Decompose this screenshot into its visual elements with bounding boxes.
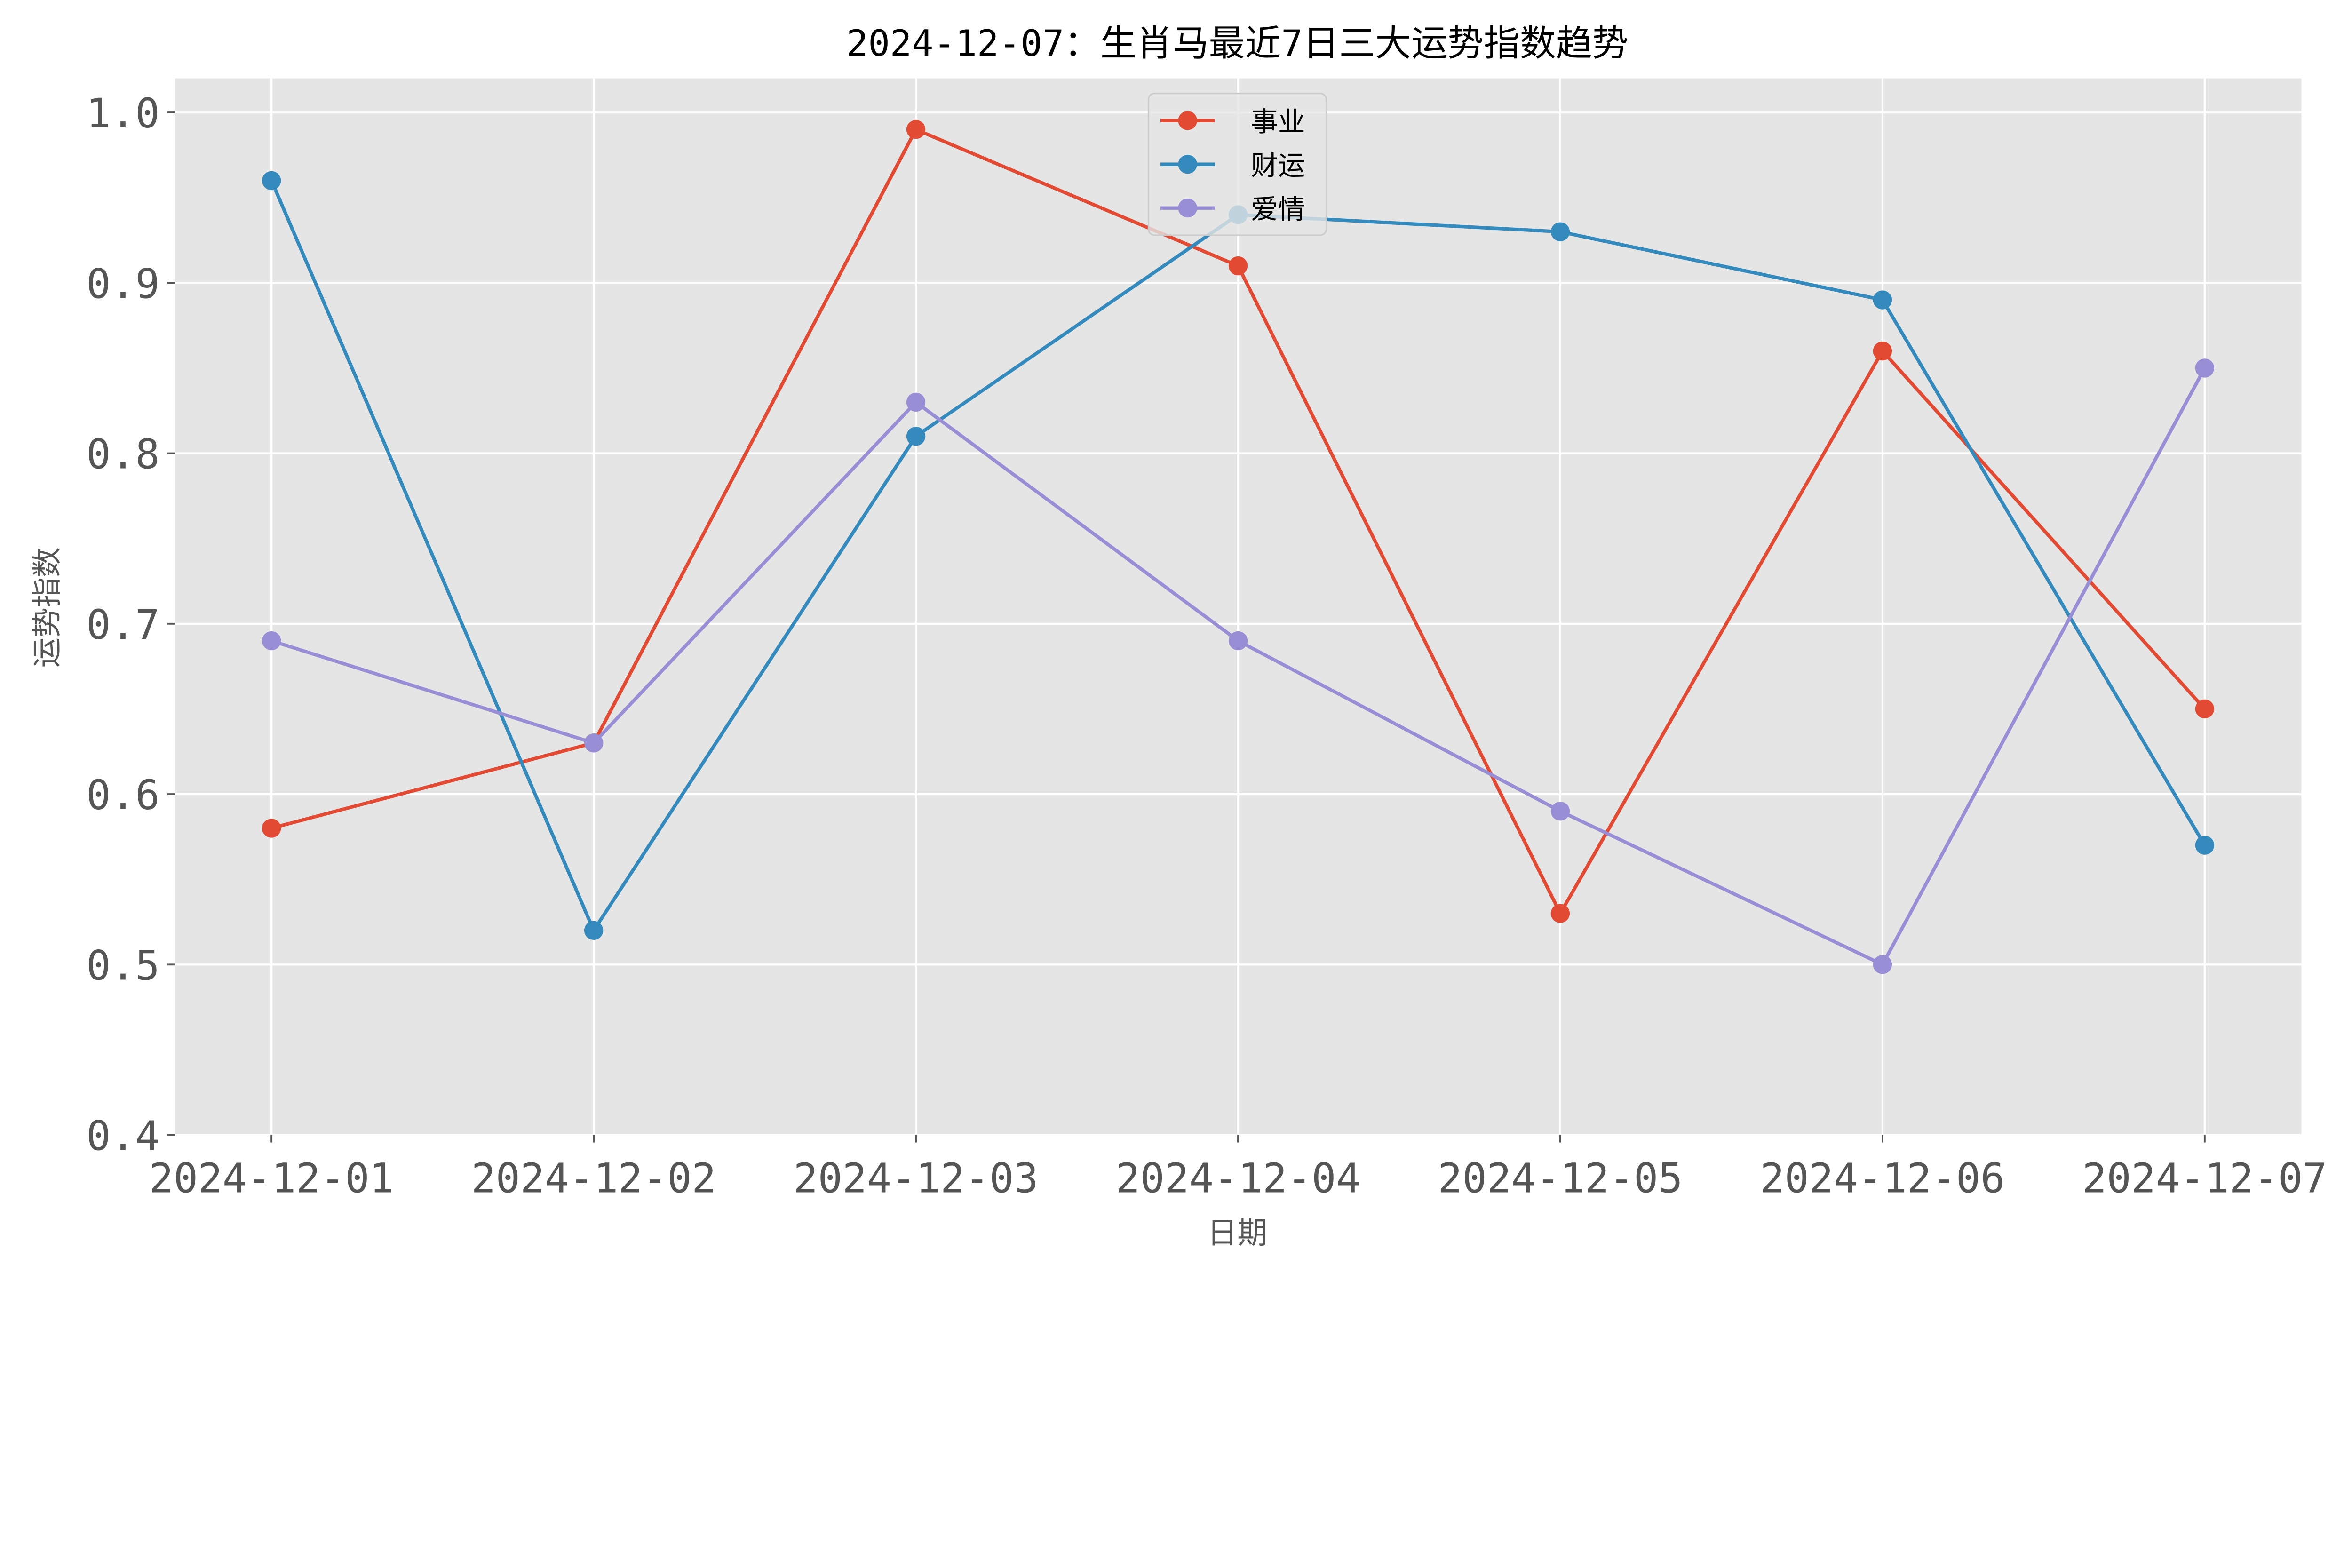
y-tick-label: 1.0 <box>86 90 159 137</box>
chart-title: 2024-12-07：生肖马最近7日三大运势指数趋势 <box>846 23 1628 65</box>
data-point <box>1228 256 1248 276</box>
data-point <box>262 171 281 191</box>
data-point <box>1550 802 1570 821</box>
legend-box <box>1147 93 1327 236</box>
y-tick-label: 0.6 <box>86 772 159 819</box>
data-point <box>2195 358 2215 378</box>
y-tick-label: 0.8 <box>86 431 159 478</box>
legend-label: 财运 <box>1251 150 1305 182</box>
data-point <box>906 120 926 139</box>
data-point <box>262 819 281 838</box>
x-tick-label: 2024-12-06 <box>1760 1155 2005 1202</box>
data-point <box>906 392 926 412</box>
data-point <box>2195 699 2215 719</box>
y-tick-label: 0.7 <box>86 602 159 649</box>
line-chart: 2024-12-01 2024-12-02 2024-12-03 2024-12-04… <box>30 23 2327 1251</box>
data-point <box>1550 222 1570 241</box>
data-point <box>584 733 604 753</box>
x-axis-label: 日期 <box>1207 1216 1267 1251</box>
legend-label: 爱情 <box>1251 193 1305 225</box>
data-point <box>1873 290 1892 310</box>
y-tick-label: 0.4 <box>86 1113 159 1160</box>
y-tick-label: 0.5 <box>86 942 159 989</box>
x-tick-label: 2024-12-01 <box>149 1155 394 1202</box>
y-tick-label: 0.9 <box>86 261 159 308</box>
x-tick-label: 2024-12-07 <box>2082 1155 2327 1202</box>
data-point <box>1228 631 1248 651</box>
data-point <box>1550 904 1570 923</box>
x-tick-label: 2024-12-05 <box>1438 1155 1683 1202</box>
legend-marker <box>1178 111 1197 130</box>
data-point <box>906 427 926 446</box>
data-point <box>2195 836 2215 855</box>
x-tick-label: 2024-12-04 <box>1116 1155 1361 1202</box>
data-point <box>262 631 281 651</box>
x-tick-label: 2024-12-03 <box>794 1155 1039 1202</box>
legend-marker <box>1178 198 1197 218</box>
data-point <box>1873 955 1892 974</box>
data-point <box>584 921 604 940</box>
legend-label: 事业 <box>1251 106 1305 138</box>
y-axis-label: 运势指数 <box>30 547 65 668</box>
legend-marker <box>1178 155 1197 174</box>
data-point <box>1873 342 1892 361</box>
x-tick-label: 2024-12-02 <box>471 1155 716 1202</box>
